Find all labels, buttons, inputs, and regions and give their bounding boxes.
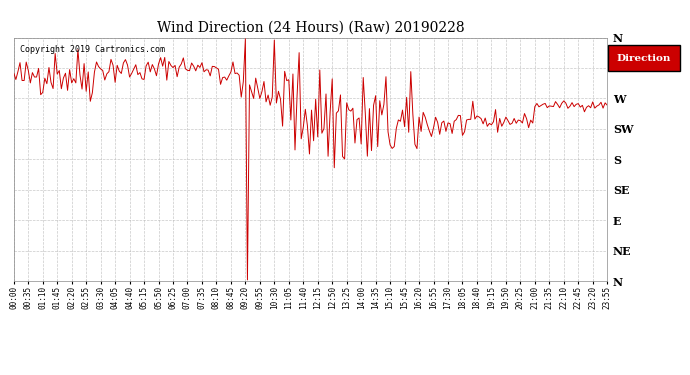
- Title: Wind Direction (24 Hours) (Raw) 20190228: Wind Direction (24 Hours) (Raw) 20190228: [157, 21, 464, 35]
- Text: Direction: Direction: [617, 54, 671, 63]
- Text: Copyright 2019 Cartronics.com: Copyright 2019 Cartronics.com: [20, 45, 165, 54]
